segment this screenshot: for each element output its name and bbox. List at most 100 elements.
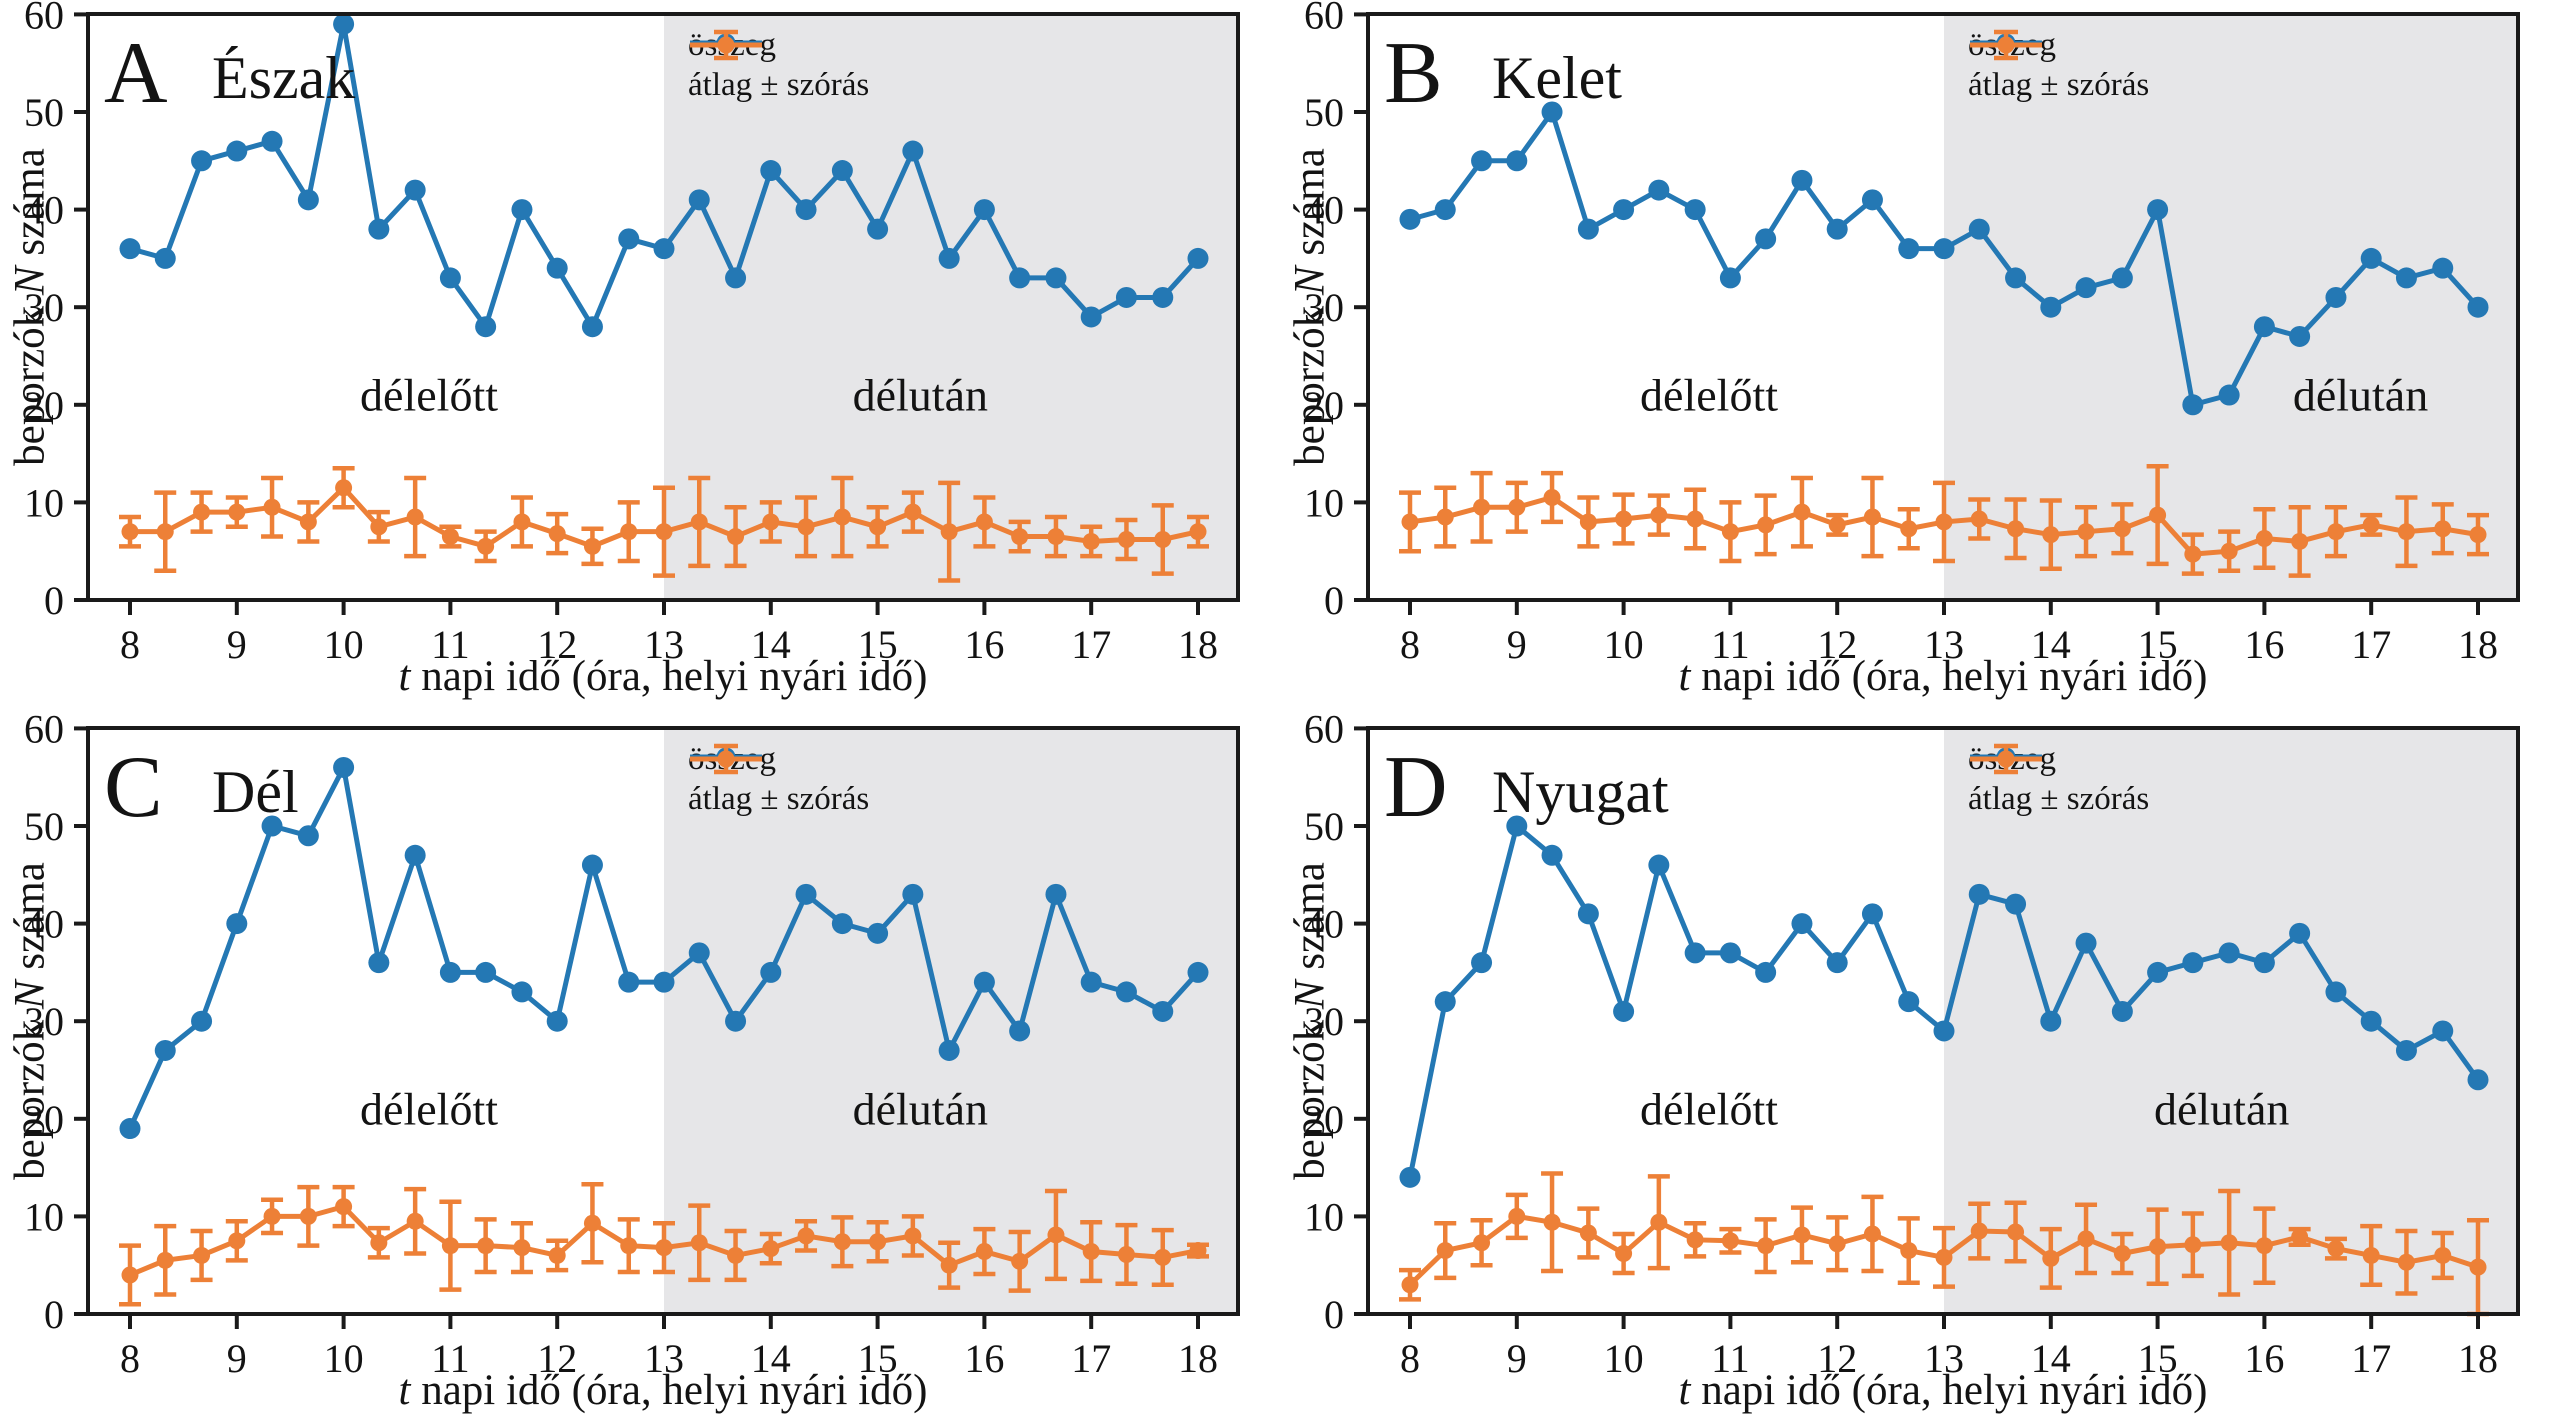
total-point: [1541, 844, 1563, 866]
x-tick-label: 13: [1924, 1336, 1964, 1381]
panel-title: Dél: [212, 759, 299, 825]
y-tick-label: 60: [24, 0, 64, 37]
afternoon-region-label: délután: [2292, 369, 2429, 421]
total-point: [1719, 942, 1741, 964]
total-point: [938, 247, 960, 269]
total-point: [1115, 286, 1137, 308]
total-point: [2182, 394, 2204, 416]
total-point: [1577, 218, 1599, 240]
total-point: [831, 160, 853, 182]
mean-point: [2327, 523, 2345, 541]
legend: összeg átlag ± szórás: [1968, 27, 2149, 103]
x-tick-label: 17: [2351, 1336, 2391, 1381]
mean-point: [2149, 506, 2167, 524]
total-point: [1968, 883, 1990, 905]
mean-point: [1047, 1226, 1065, 1244]
mean-point: [1828, 516, 1846, 534]
total-point: [581, 316, 603, 338]
total-point: [191, 1010, 213, 1032]
total-point: [1506, 815, 1528, 837]
x-tick-label: 13: [644, 622, 684, 667]
mean-point: [727, 1246, 745, 1264]
mean-point: [1154, 1248, 1172, 1266]
x-tick-label: 14: [2031, 622, 2071, 667]
mean-point: [2327, 1240, 2345, 1258]
total-point: [2432, 1020, 2454, 1042]
total-point: [119, 1118, 141, 1140]
y-tick-label: 30: [1304, 999, 1344, 1044]
total-point: [581, 854, 603, 876]
mean-point: [2291, 532, 2309, 550]
mean-point: [690, 1234, 708, 1252]
panel-letter: B: [1384, 25, 1443, 122]
y-tick-label: 60: [1304, 0, 1344, 37]
total-point: [368, 952, 390, 974]
total-point: [1506, 150, 1528, 172]
total-point: [2360, 247, 2382, 269]
x-tick-label: 12: [537, 1336, 577, 1381]
x-tick-label: 15: [858, 1336, 898, 1381]
total-point: [938, 1039, 960, 1061]
mean-point: [406, 1212, 424, 1230]
mean-point: [193, 1246, 211, 1264]
total-point: [2005, 893, 2027, 915]
y-axis-label: beporzók N száma: [1286, 862, 1334, 1180]
afternoon-region-label: délután: [852, 369, 989, 421]
mean-point: [2434, 1246, 2452, 1264]
x-tick-label: 17: [1071, 1336, 1111, 1381]
total-point: [1009, 267, 1031, 289]
y-tick-label: 10: [24, 1194, 64, 1239]
total-point: [688, 189, 710, 211]
mean-point: [513, 513, 531, 531]
x-tick-label: 10: [324, 622, 364, 667]
mean-point: [1011, 528, 1029, 546]
total-point: [760, 160, 782, 182]
y-tick-label: 10: [1304, 1194, 1344, 1239]
y-tick-label: 10: [24, 480, 64, 525]
mean-errorbar-icon: [690, 743, 762, 775]
x-tick-label: 16: [964, 622, 1004, 667]
total-point: [653, 971, 675, 993]
y-tick-label: 40: [1304, 902, 1344, 947]
mean-point: [655, 1239, 673, 1257]
total-point: [653, 238, 675, 260]
legend-item-mean: átlag ± szórás: [1968, 743, 2149, 817]
mean-point: [1082, 532, 1100, 550]
mean-point: [299, 513, 317, 531]
total-point: [511, 981, 533, 1003]
x-tick-label: 8: [120, 622, 140, 667]
x-tick-label: 13: [644, 1336, 684, 1381]
x-tick-label: 17: [1071, 622, 1111, 667]
x-tick-label: 8: [120, 1336, 140, 1381]
total-point: [1968, 218, 1990, 240]
mean-point: [1117, 1245, 1135, 1263]
total-point: [297, 189, 319, 211]
x-tick-label: 11: [1711, 1336, 1750, 1381]
mean-point: [2255, 530, 2273, 548]
mean-point: [2077, 1230, 2095, 1248]
mean-point: [1615, 1244, 1633, 1262]
y-tick-label: 30: [24, 999, 64, 1044]
total-point: [867, 218, 889, 240]
total-point: [439, 961, 461, 983]
total-point: [867, 922, 889, 944]
y-tick-label: 0: [1324, 578, 1344, 623]
total-point: [2395, 1039, 2417, 1061]
mean-point: [2149, 1238, 2167, 1256]
total-point: [618, 228, 640, 250]
x-tick-label: 10: [1604, 622, 1644, 667]
mean-point: [1154, 530, 1172, 548]
total-point: [1399, 1166, 1421, 1188]
total-point: [725, 267, 747, 289]
mean-point: [1615, 510, 1633, 528]
mean-point: [975, 1243, 993, 1261]
y-tick-label: 50: [1304, 90, 1344, 135]
total-point: [511, 199, 533, 221]
total-point: [297, 825, 319, 847]
mean-point: [228, 503, 246, 521]
mean-point: [548, 1246, 566, 1264]
total-point: [2395, 267, 2417, 289]
mean-point: [228, 1232, 246, 1250]
total-point: [1080, 306, 1102, 328]
total-point: [1861, 903, 1883, 925]
